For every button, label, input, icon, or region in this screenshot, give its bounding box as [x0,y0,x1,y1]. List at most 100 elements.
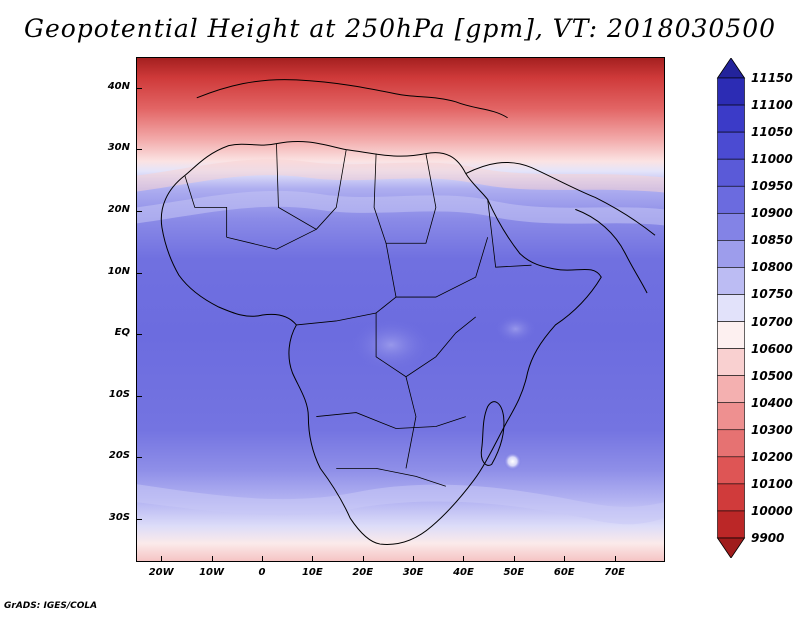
height-field-shading [137,58,664,561]
lat-tick [136,210,142,212]
border-sudan-chad [385,237,489,298]
border-congo [375,312,476,378]
lat-tick [136,457,142,459]
border-sahel [226,228,317,250]
colorbar-label-10300: 10300 [751,422,793,437]
lon-label-60e: 60E [553,567,575,578]
lon-label-70e: 70E [604,567,625,578]
lon-label-10w: 10W [199,567,225,578]
lat-tick [136,518,142,520]
light-anomaly-east-africa [495,314,536,343]
colorbar-label-10750: 10750 [751,287,793,302]
colorbar-segment [717,131,745,160]
colorbar-segment [717,348,745,376]
colorbar-label-10700: 10700 [751,314,793,329]
lon-label-20e: 20E [352,567,374,578]
colorbar-segment [717,240,745,268]
lat-label-20n: 20N [107,203,130,215]
colorbar-label-11150: 11150 [751,71,793,85]
lon-label-50e: 50E [503,567,525,578]
coastlines [160,79,656,545]
colorbar-label-10500: 10500 [751,368,793,383]
lon-label-30e: 30E [402,567,424,578]
colorbar-label-10200: 10200 [751,449,793,464]
colorbar-label-10600: 10600 [751,341,793,356]
lat-label-30n: 30N [107,142,130,154]
colorbar-label-9900: 9900 [751,531,785,545]
lon-tick [513,556,515,562]
lon-tick [261,556,263,562]
border-southern-central [316,412,466,429]
map-panel [136,57,665,562]
colorbar-segment [717,104,745,133]
colorbar-segment [717,158,745,187]
lon-label-40e: 40E [453,567,474,578]
border-libya-egypt [373,153,437,244]
colorbar-label-11100: 11100 [751,98,793,113]
country-borders [184,143,532,487]
lon-tick [362,556,364,562]
lon-tick [614,556,616,562]
contour-band-10800-south [137,484,664,525]
colorbar-bottom-arrow [716,537,746,558]
colorbar-label-10000: 10000 [751,503,793,518]
colorbar [716,58,746,558]
colorbar-segment [717,321,745,349]
lat-label-10n: 10N [107,265,130,277]
middle-east-coast [465,161,656,236]
white-spot-anomaly [503,452,522,471]
colorbar-segment [717,294,745,322]
lon-label-0: 0 [258,567,266,578]
footer-credit: GrADS: IGES/COLA [4,601,98,611]
colorbar-segment [717,77,745,106]
colorbar-segment [717,429,745,458]
colorbar-label-11050: 11050 [751,125,793,140]
border-red-sea [487,199,532,268]
lon-tick [161,556,163,562]
border-zambia [405,376,417,469]
lon-label-20w: 20W [148,567,174,578]
light-anomaly-central-africa [351,318,431,371]
colorbar-segment [717,456,745,485]
colorbar-top-arrow [716,58,746,79]
plot-title: Geopotential Height at 250hPa [gpm], VT:… [23,14,777,43]
border-gulf-guinea [296,296,397,326]
height-field-map [137,58,664,561]
colorbar-segment [717,267,745,295]
colorbar-segment [717,510,745,539]
lat-label-eq: EQ [114,327,130,339]
lon-tick [211,556,213,562]
lat-tick [136,149,142,151]
colorbar-segment [717,483,745,512]
lat-label-40n: 40N [107,80,130,92]
colorbar-segment [717,402,745,431]
madagascar-coastline [480,401,505,466]
colorbar-label-11000: 11000 [751,152,793,167]
lat-tick [136,334,142,336]
africa-coastline [160,141,602,545]
arabian-peninsula-coast [575,208,648,294]
colorbar-label-10800: 10800 [751,260,793,275]
lon-tick [413,556,415,562]
colorbar-label-10950: 10950 [751,179,793,194]
lat-label-20s: 20S [108,450,130,462]
contour-band-10700 [137,159,664,193]
lat-label-10s: 10S [108,388,130,400]
colorbar-segment [717,375,745,404]
colorbar-label-10850: 10850 [751,233,793,248]
lon-label-10e: 10E [301,567,323,578]
mediterranean-north-coast [196,79,508,119]
lon-tick [312,556,314,562]
lat-tick [136,272,142,274]
contour-band-10800 [137,190,664,226]
lat-tick [136,395,142,397]
colorbar-segment [717,212,745,241]
lat-label-30s: 30S [108,511,130,523]
lon-tick [564,556,566,562]
border-southern-africa [336,467,446,487]
colorbar-label-10100: 10100 [751,476,793,491]
lat-tick [136,87,142,89]
colorbar-segment [717,185,745,214]
border-west-sahara [184,175,228,238]
lon-tick [463,556,465,562]
